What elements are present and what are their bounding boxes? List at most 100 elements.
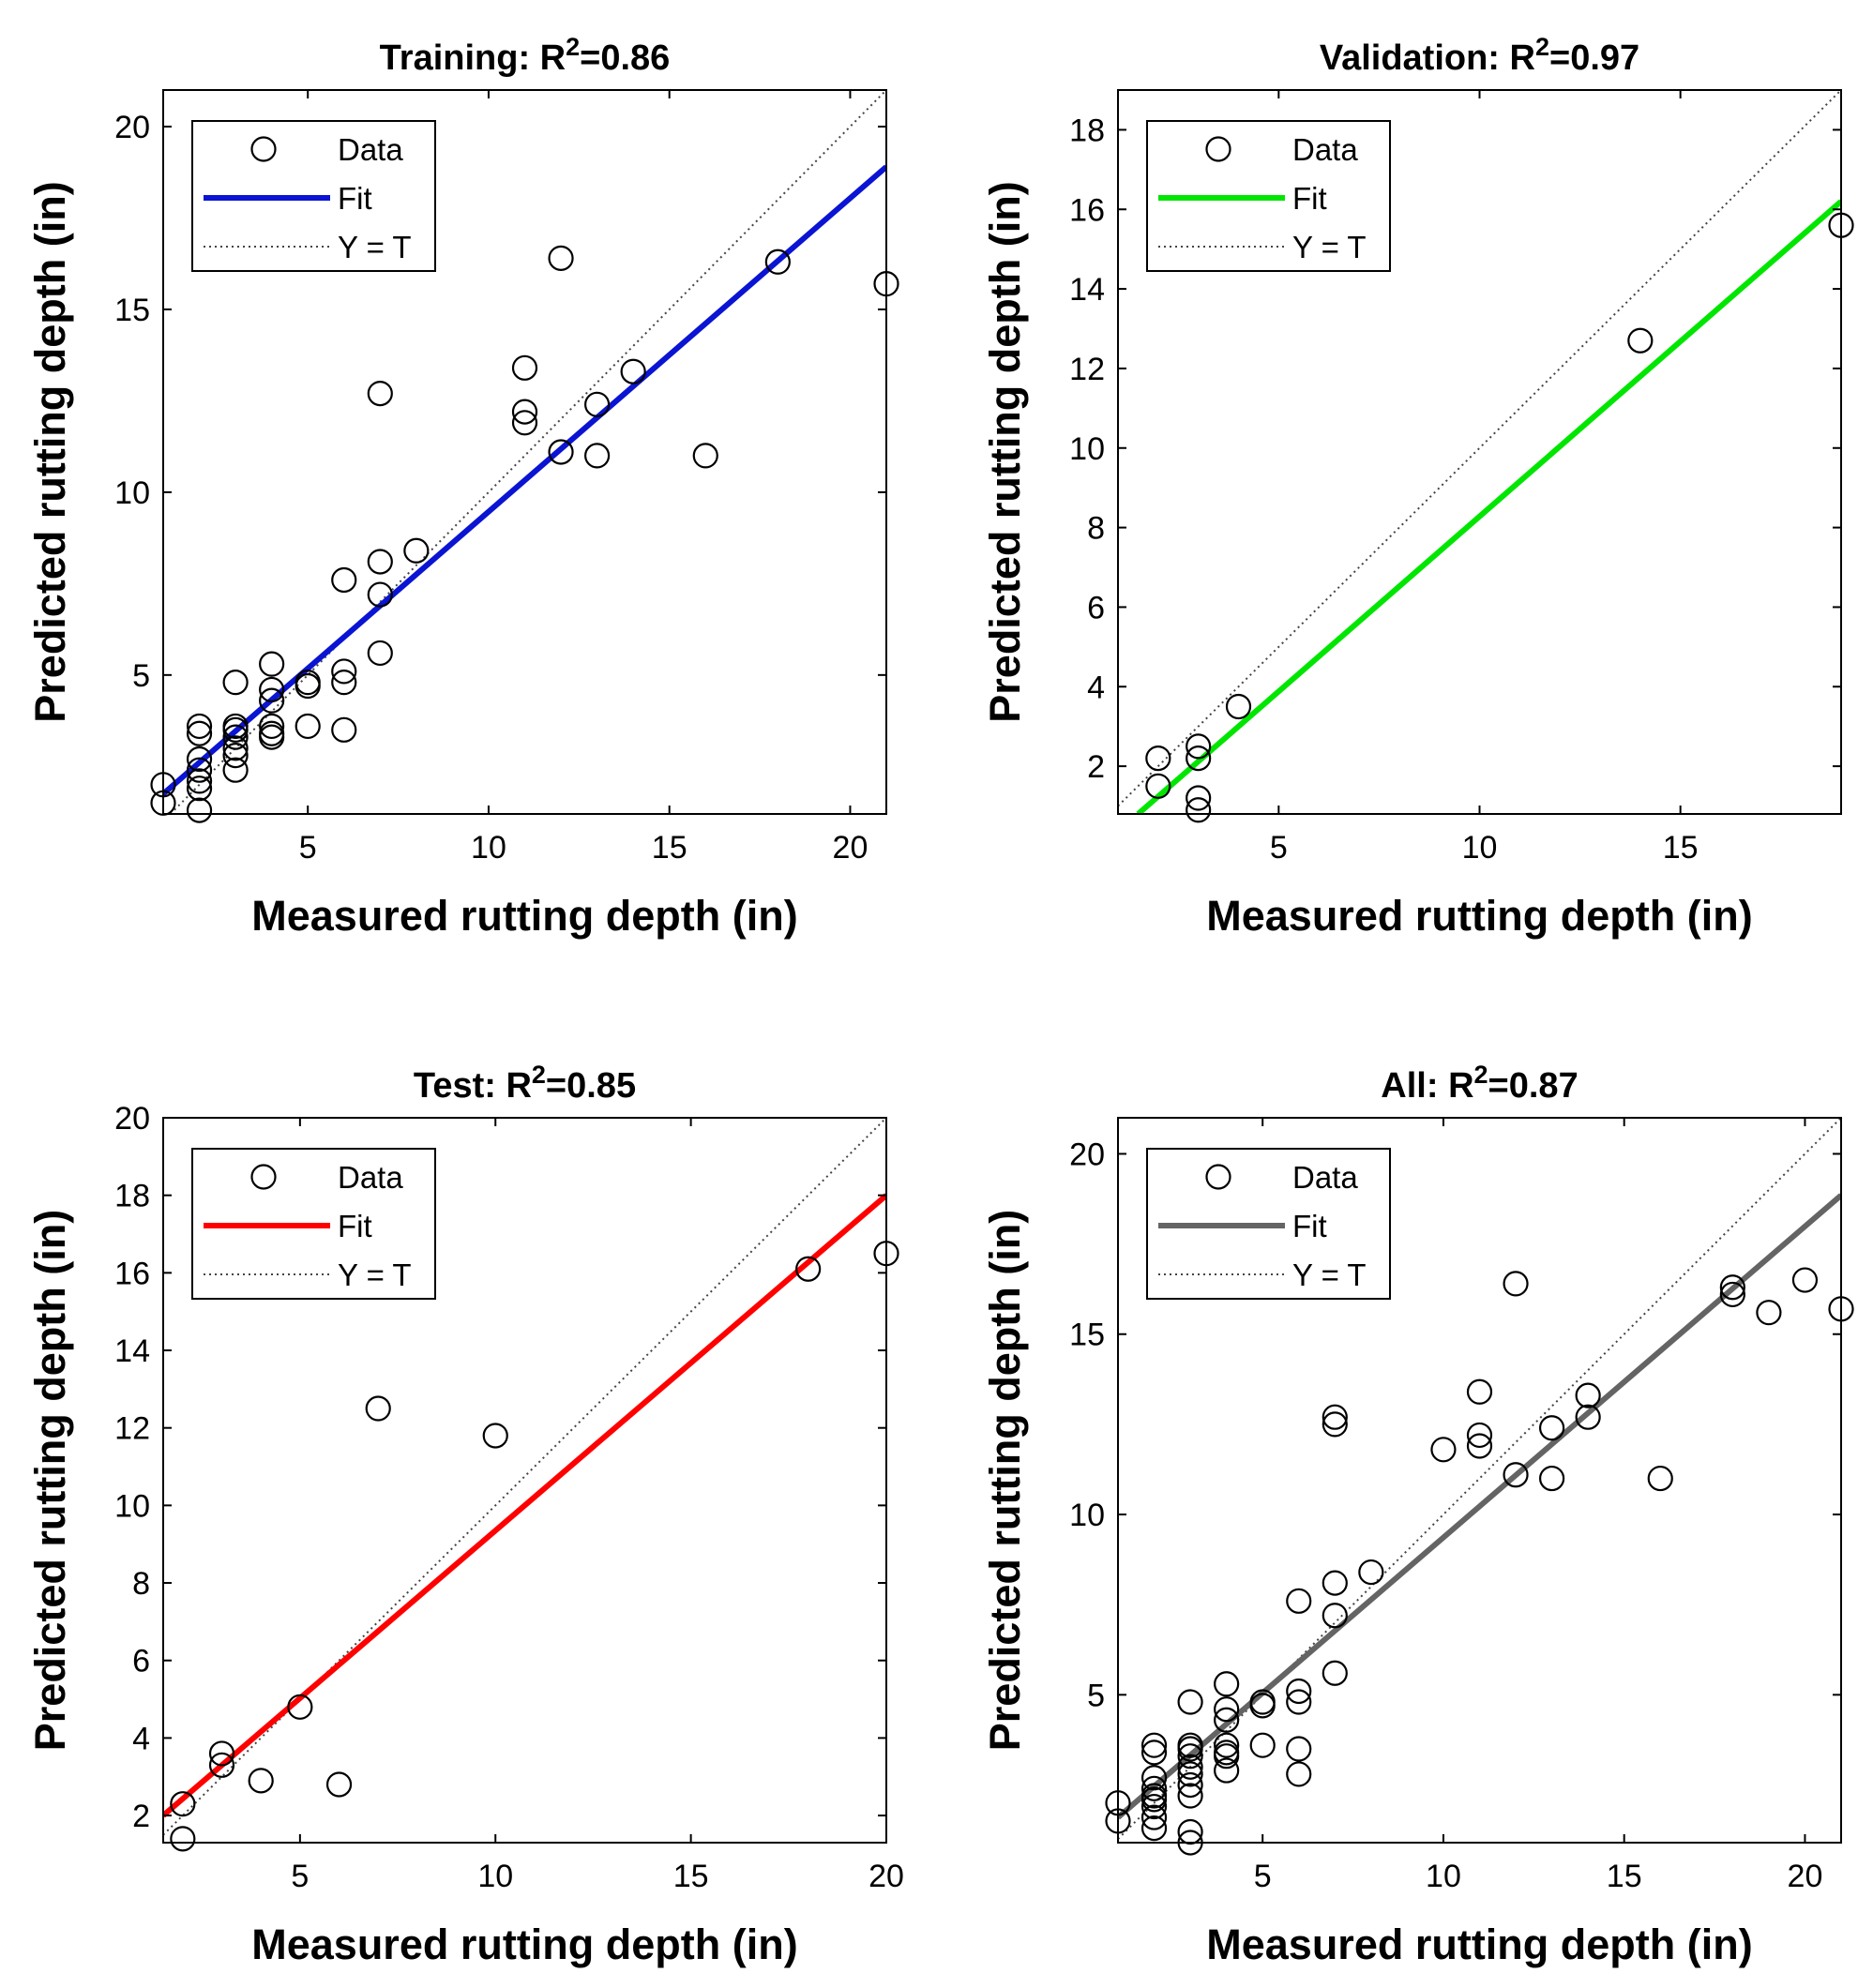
axes-frame (162, 89, 887, 815)
data-point (1186, 746, 1212, 772)
data-point (208, 1740, 235, 1767)
data-point (1140, 1815, 1168, 1842)
data-point (583, 391, 611, 417)
data-point (1186, 733, 1212, 760)
data-point (186, 757, 213, 783)
data-point (795, 1256, 822, 1282)
x-tick-label: 15 (673, 1859, 709, 1894)
data-point (1466, 1422, 1493, 1449)
data-point (1214, 1732, 1240, 1758)
data-point (1145, 773, 1171, 799)
data-point (1177, 1689, 1203, 1715)
data-point (222, 735, 249, 761)
data-point (1177, 1754, 1203, 1780)
data-point (511, 354, 538, 381)
data-point (692, 443, 718, 469)
data-point (367, 581, 393, 608)
chart-title: All: R2=0.87 (1381, 1061, 1578, 1106)
data-point (764, 248, 791, 275)
y-tick-label: 12 (114, 1411, 150, 1447)
chart-title-prefix: Validation: R (1320, 38, 1535, 78)
x-tick-label: 5 (299, 830, 317, 866)
data-point (295, 713, 321, 740)
y-tick-label: 10 (114, 1488, 150, 1524)
legend-label: Y = T (1292, 230, 1367, 264)
y-axis-label: Predicted rutting depth (in) (981, 1210, 1029, 1751)
data-point (186, 746, 213, 773)
legend: Data Fit Y = T (1146, 120, 1391, 272)
y-tick-label: 12 (1069, 352, 1105, 387)
data-point (1140, 1732, 1168, 1758)
y-tick-label: 8 (132, 1566, 150, 1602)
fit-line (163, 1193, 886, 1818)
data-point (548, 245, 574, 271)
data-point (222, 743, 249, 769)
data-point (186, 797, 213, 823)
data-point (1756, 1300, 1782, 1326)
chart-title-prefix: Test: R (414, 1066, 532, 1106)
x-axis-label: Measured rutting depth (in) (1206, 892, 1752, 940)
y-tick-label: 18 (114, 1179, 150, 1214)
data-point (1466, 1433, 1493, 1459)
y-tick-label: 16 (1069, 192, 1105, 228)
data-point (1140, 1740, 1168, 1766)
data-point (1322, 1603, 1348, 1629)
data-point (1249, 1732, 1276, 1758)
x-tick-label: 20 (833, 830, 869, 866)
y-tick-label: 4 (1087, 670, 1105, 705)
chart-title-suffix: =0.85 (546, 1066, 636, 1106)
x-axis-label: Measured rutting depth (in) (251, 892, 797, 940)
data-point (1249, 1689, 1276, 1715)
x-tick-label: 15 (1607, 1859, 1642, 1894)
y-axis-label: Predicted rutting depth (in) (26, 1210, 74, 1751)
x-tick-label: 10 (1426, 1859, 1461, 1894)
data-point (548, 439, 574, 465)
data-point (365, 1395, 391, 1422)
x-tick-label: 5 (291, 1859, 309, 1894)
data-point (1575, 1404, 1601, 1430)
y-tick-label: 16 (114, 1256, 150, 1291)
y-tick-label: 10 (1069, 431, 1105, 467)
y-tick-label: 10 (114, 475, 150, 511)
data-point (1177, 1761, 1203, 1787)
x-tick-label: 15 (652, 830, 687, 866)
y-tick-label: 10 (1069, 1498, 1105, 1533)
data-point (1503, 1462, 1529, 1488)
data-point (1322, 1411, 1348, 1438)
data-point (1177, 1743, 1203, 1770)
x-tick-label: 10 (1462, 830, 1498, 866)
data-point (1322, 1404, 1348, 1430)
data-point (1145, 746, 1171, 772)
data-point (259, 676, 285, 703)
data-point (367, 640, 393, 667)
y-tick-label: 15 (1069, 1318, 1105, 1353)
x-axis-label: Measured rutting depth (in) (251, 1920, 797, 1968)
data-point (1177, 1732, 1203, 1758)
legend: Data Fit Y = T (191, 120, 436, 272)
panel-training: 5 10 15 20 5 10 15 20 Training: R2=0.86 Measured … (26, 33, 899, 940)
axes-frame (1117, 1117, 1842, 1844)
legend-label: Y = T (1292, 1258, 1367, 1292)
data-point (331, 670, 357, 696)
y-tick-label: 20 (114, 110, 150, 145)
data-point (367, 549, 393, 575)
identity-line (1118, 90, 1841, 807)
data-point (1575, 1382, 1601, 1408)
legend-marker-circle (1205, 136, 1231, 162)
y-tick-label: 4 (132, 1721, 150, 1756)
data-point (403, 537, 430, 564)
data-point (186, 776, 213, 802)
data-point (222, 670, 249, 696)
x-tick-label: 20 (1788, 1859, 1823, 1894)
data-point (1466, 1378, 1493, 1405)
data-point (1214, 1740, 1240, 1766)
legend: Data Fit Y = T (191, 1148, 436, 1300)
y-tick-label: 20 (114, 1101, 150, 1137)
y-tick-label: 6 (1087, 590, 1105, 625)
fit-line (1118, 1193, 1841, 1820)
legend-label: Data (1292, 132, 1358, 167)
legend: Data Fit Y = T (1146, 1148, 1391, 1300)
y-tick-label: 20 (1069, 1137, 1105, 1172)
